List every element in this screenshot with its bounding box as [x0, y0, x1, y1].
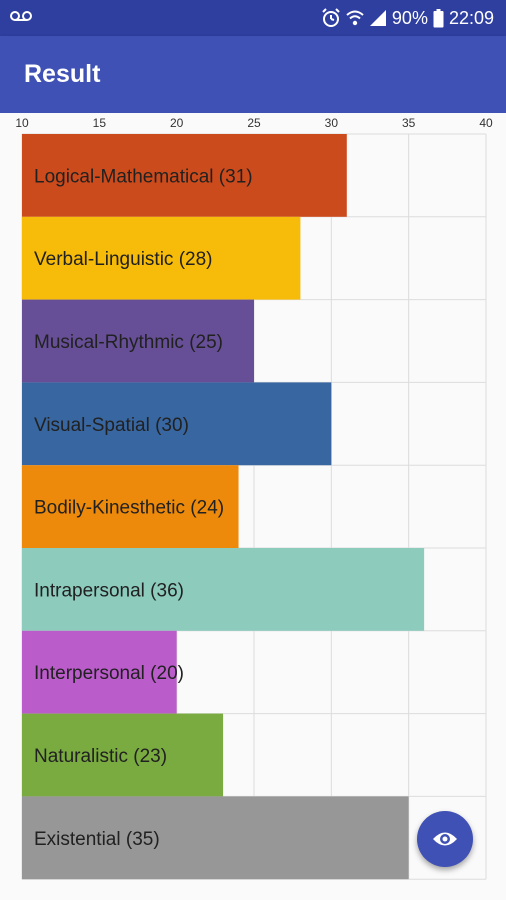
bar	[22, 216, 301, 300]
bar	[22, 713, 224, 797]
alarm-icon	[322, 8, 340, 27]
bar	[22, 299, 254, 383]
bar-label: Interpersonal (20)	[34, 663, 184, 684]
view-fab-button[interactable]	[417, 811, 473, 867]
bar-label: Naturalistic (23)	[34, 746, 167, 767]
bar	[22, 548, 425, 631]
signal-icon	[369, 10, 386, 26]
wifi-icon	[346, 10, 364, 26]
bar-chart: 10 15 20 25 30 35 40 Logical-Mathematical (31) V…	[15, 116, 493, 880]
bar-label: Musical-Rhythmic (25)	[34, 332, 223, 353]
bar-label: Bodily-Kinesthetic (24)	[34, 498, 224, 519]
chart-area: 10 15 20 25 30 35 40 Logical-Mathematical (31) V…	[0, 113, 506, 900]
bar-label: Logical-Mathematical (31)	[34, 166, 253, 187]
x-tick-label: 35	[402, 116, 416, 130]
bar	[22, 796, 409, 880]
x-tick-label: 20	[170, 116, 184, 130]
x-tick-label: 30	[325, 116, 339, 130]
battery-icon	[433, 8, 444, 27]
bar-label: Visual-Spatial (30)	[34, 415, 189, 436]
eye-icon	[433, 832, 457, 846]
bar-label: Intrapersonal (36)	[34, 580, 184, 601]
page-title: Result	[24, 60, 101, 88]
bar-label: Verbal-Linguistic (28)	[34, 249, 212, 270]
bar	[22, 382, 332, 466]
app-bar: Result	[0, 36, 506, 113]
x-tick-label: 15	[93, 116, 107, 130]
battery-percentage: 90%	[391, 7, 428, 28]
status-bar: 90% 22:09	[0, 0, 506, 36]
bar	[22, 134, 347, 217]
x-tick-label: 40	[479, 116, 493, 130]
x-tick-label: 10	[15, 116, 29, 130]
x-tick-label: 25	[247, 116, 261, 130]
voicemail-icon	[10, 11, 32, 21]
bar-label: Existential (35)	[34, 829, 160, 850]
clock: 22:09	[448, 7, 494, 28]
bar	[22, 630, 177, 714]
bar	[22, 465, 239, 548]
